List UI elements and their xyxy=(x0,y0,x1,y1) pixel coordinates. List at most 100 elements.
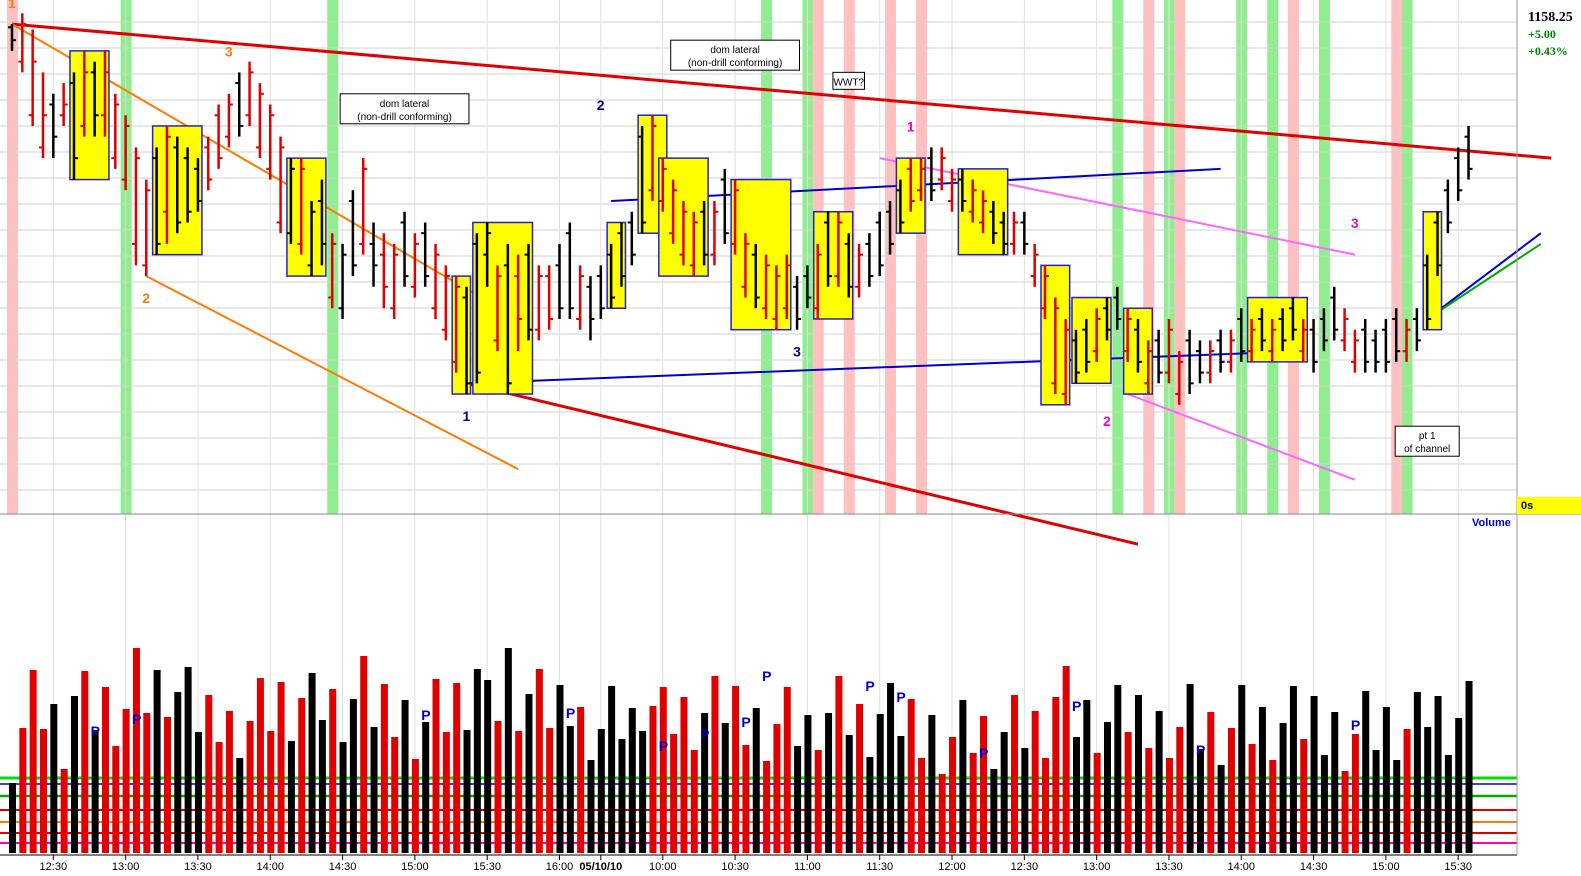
volume-bar xyxy=(1217,765,1225,853)
price-bar xyxy=(565,222,574,319)
p-marker: P xyxy=(421,707,430,723)
volume-bar xyxy=(1207,712,1215,853)
volume-bar xyxy=(928,715,936,853)
volume-bar xyxy=(349,699,357,853)
volume-bar xyxy=(1289,686,1297,853)
volume-bar xyxy=(804,715,812,853)
volume-bar xyxy=(887,683,895,853)
price-bar xyxy=(1278,308,1287,352)
trendlines xyxy=(11,22,1552,546)
x-tick-label: 11:30 xyxy=(866,861,893,873)
volume-bar xyxy=(608,686,616,853)
price-bar xyxy=(90,61,99,137)
x-tick-label: 15:30 xyxy=(473,861,501,873)
price-bar xyxy=(751,243,760,309)
price-bar xyxy=(906,158,915,212)
pattern-box xyxy=(472,221,534,395)
annotation: dom lateral (non-drill conforming) xyxy=(670,39,801,71)
x-tick-label: 10:30 xyxy=(721,861,749,873)
volume-bar xyxy=(246,721,254,853)
volume-bar xyxy=(401,700,409,853)
price-bar xyxy=(369,222,378,287)
volume-bar xyxy=(256,678,264,853)
x-tick-label: 13:30 xyxy=(1155,861,1183,873)
x-tick: 11:30 xyxy=(866,855,893,873)
price-bar xyxy=(514,254,523,352)
volume-bar xyxy=(81,671,89,853)
price-bar xyxy=(111,93,120,169)
price-bar xyxy=(38,72,47,159)
volume-bar xyxy=(1238,685,1246,853)
volume-bar xyxy=(938,774,946,853)
price-bar xyxy=(472,233,481,384)
price-bar xyxy=(1299,318,1308,362)
price-bar xyxy=(193,158,202,212)
price-bar xyxy=(121,115,130,191)
price-bar xyxy=(1010,211,1019,255)
volume-bar xyxy=(835,676,843,853)
pattern-box xyxy=(1071,296,1112,385)
price-bar xyxy=(824,211,833,287)
price-bar xyxy=(379,233,388,309)
price-bar xyxy=(979,190,988,234)
p-marker: P xyxy=(896,689,905,705)
price-bar xyxy=(8,24,16,51)
price-bar xyxy=(596,265,605,319)
volume-bar xyxy=(484,680,492,853)
price-bar xyxy=(813,243,822,319)
volume-bar xyxy=(29,670,37,853)
volume-bar xyxy=(670,734,678,853)
price-bar xyxy=(576,265,585,330)
volume-bar xyxy=(19,728,27,853)
trendline xyxy=(1426,243,1542,320)
volume-bar xyxy=(91,730,99,853)
volume-bar xyxy=(184,667,192,853)
price-bar xyxy=(762,254,771,319)
volume-bar xyxy=(1165,758,1173,853)
price-bar xyxy=(917,158,926,202)
volume-bar xyxy=(794,746,802,853)
volume-bar xyxy=(215,742,223,853)
x-tick-label: 10:00 xyxy=(649,861,677,873)
price-bar xyxy=(1402,318,1411,362)
price-bar xyxy=(1361,318,1370,373)
volume-bar xyxy=(535,669,543,853)
price-bar xyxy=(1237,308,1246,362)
volume-bar xyxy=(1413,692,1421,853)
price-bar xyxy=(245,61,254,126)
volume-bar xyxy=(515,731,523,853)
pattern-box xyxy=(1246,296,1308,363)
volume-bar xyxy=(742,745,750,853)
price-bar xyxy=(317,179,326,266)
price-bar xyxy=(431,243,440,319)
price-bar xyxy=(49,93,58,159)
volume-bar xyxy=(1372,750,1380,853)
x-tick: 12:00 xyxy=(938,855,966,873)
annotation-text: WWT? xyxy=(833,77,864,88)
volume-bar xyxy=(1258,707,1266,853)
volume-bar xyxy=(504,648,512,853)
price-bar xyxy=(1319,308,1328,352)
volume-bar xyxy=(1455,718,1463,853)
wave-label: 2 xyxy=(597,97,605,113)
volume-bar xyxy=(318,720,326,853)
annotation: pt 1 of channel xyxy=(1394,425,1460,457)
green-band xyxy=(1401,0,1413,514)
volume-bar xyxy=(1465,681,1473,853)
volume-bar xyxy=(628,708,636,853)
price-bar xyxy=(1381,318,1390,373)
volume-bar xyxy=(277,682,285,853)
price-bar xyxy=(968,179,977,223)
price-bar xyxy=(1071,329,1080,384)
volume-bar xyxy=(1000,732,1008,853)
price-bar xyxy=(1030,243,1039,287)
volume-bar xyxy=(1196,749,1204,853)
trendline xyxy=(11,22,1552,160)
volume-bar xyxy=(132,648,140,853)
pattern-box xyxy=(1422,210,1443,331)
price-bar xyxy=(173,136,182,234)
annotation-text: pt 1 xyxy=(1419,431,1436,442)
volume-panel: P P P P P P P P P P P P P P xyxy=(0,648,1517,853)
volume-bar xyxy=(1320,755,1328,853)
price-bar xyxy=(1051,297,1060,395)
